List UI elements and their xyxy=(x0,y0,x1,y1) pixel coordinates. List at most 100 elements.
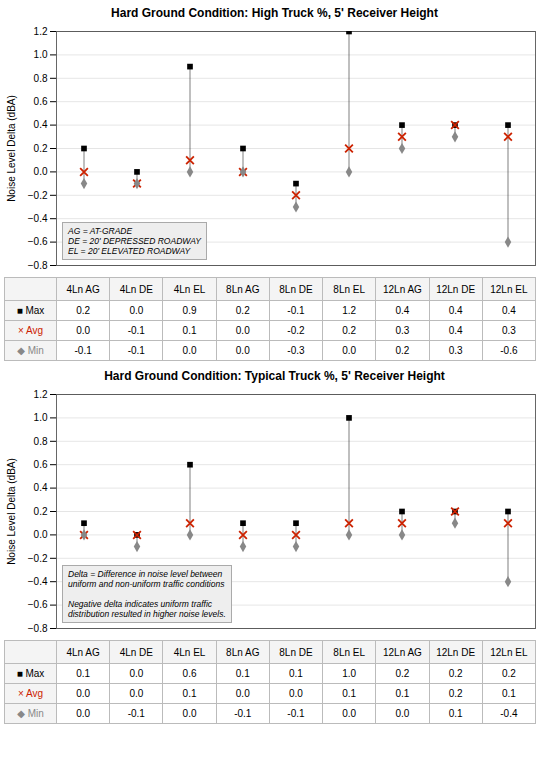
svg-text:0.6: 0.6 xyxy=(34,96,48,107)
html-text:-0.1: -0.1 xyxy=(74,345,92,356)
html-text:AG = AT-GRADE DE = 20' DEPRESS: AG = AT-GRADE DE = 20' DEPRESSED ROADWAY… xyxy=(68,226,201,256)
html-text:-0.1: -0.1 xyxy=(127,345,145,356)
html-text:0.0: 0.0 xyxy=(235,688,250,699)
html-text:0.1: 0.1 xyxy=(235,668,250,679)
svg-text:−0.4: −0.4 xyxy=(28,576,48,587)
svg-text:−0.2: −0.2 xyxy=(28,553,48,564)
html-text:0.2: 0.2 xyxy=(448,688,463,699)
html-text:0.0: 0.0 xyxy=(76,688,91,699)
html-text:-0.1: -0.1 xyxy=(127,708,145,719)
html-text:Hard Ground Condition: High Tr: Hard Ground Condition: High Truck %, 5' … xyxy=(111,6,438,20)
svg-text:0.2: 0.2 xyxy=(34,506,48,517)
html-text:12Ln AG: 12Ln AG xyxy=(383,283,422,295)
html-text:0.1: 0.1 xyxy=(289,668,303,679)
html-text:4Ln AG: 4Ln AG xyxy=(66,283,100,295)
svg-text:0.6: 0.6 xyxy=(34,459,48,470)
html-text:0.4: 0.4 xyxy=(395,305,410,316)
html-text:0.2: 0.2 xyxy=(342,325,357,336)
html-text:0.4: 0.4 xyxy=(501,305,516,316)
html-text:0.2: 0.2 xyxy=(448,668,463,679)
html-text:0.2: 0.2 xyxy=(395,345,410,356)
html-text:0.0: 0.0 xyxy=(129,688,144,699)
html-text:1.2: 1.2 xyxy=(342,305,357,316)
html-text:0.4: 0.4 xyxy=(448,325,463,336)
html-text:0.0: 0.0 xyxy=(182,708,197,719)
svg-text:0.8: 0.8 xyxy=(34,436,48,447)
svg-text:−0.8: −0.8 xyxy=(28,260,48,271)
html-text:0.4: 0.4 xyxy=(448,305,463,316)
svg-text:0.0: 0.0 xyxy=(34,529,48,540)
html-text:8Ln DE: 8Ln DE xyxy=(279,646,313,658)
html-text:◆ Min: ◆ Min xyxy=(17,708,44,719)
html-text:0.0: 0.0 xyxy=(76,325,91,336)
svg-text:0.4: 0.4 xyxy=(34,119,48,130)
svg-text:0.8: 0.8 xyxy=(34,73,48,84)
html-text:12Ln DE: 12Ln DE xyxy=(436,646,476,658)
html-text:12Ln EL: 12Ln EL xyxy=(490,646,528,658)
html-text:12Ln EL: 12Ln EL xyxy=(490,283,528,295)
svg-text:0.2: 0.2 xyxy=(34,143,48,154)
html-text:12Ln AG: 12Ln AG xyxy=(383,646,422,658)
html-text:0.3: 0.3 xyxy=(395,325,410,336)
html-text:Delta = Difference in noise le: Delta = Difference in noise level betwee… xyxy=(68,569,226,619)
html-text:0.9: 0.9 xyxy=(182,305,197,316)
html-text:0.6: 0.6 xyxy=(182,668,197,679)
html-text:0.3: 0.3 xyxy=(501,325,516,336)
html-text:■ Max: ■ Max xyxy=(16,668,45,679)
html-text:0.1: 0.1 xyxy=(342,688,357,699)
html-text:4Ln DE: 4Ln DE xyxy=(119,646,153,658)
html-text:◆ Min: ◆ Min xyxy=(17,345,44,356)
html-text:4Ln DE: 4Ln DE xyxy=(119,283,153,295)
html-text:-0.2: -0.2 xyxy=(287,325,305,336)
html-text:-0.3: -0.3 xyxy=(287,345,305,356)
html-text:-0.1: -0.1 xyxy=(287,305,305,316)
svg-text:−0.6: −0.6 xyxy=(28,236,48,247)
html-text:8Ln AG: 8Ln AG xyxy=(226,283,260,295)
html-text:0.1: 0.1 xyxy=(182,688,197,699)
svg-text:1.0: 1.0 xyxy=(34,49,48,60)
html-text:0.1: 0.1 xyxy=(182,325,197,336)
html-text:0.0: 0.0 xyxy=(182,345,197,356)
html-text:8Ln EL: 8Ln EL xyxy=(333,646,365,658)
html-text:0.0: 0.0 xyxy=(235,325,250,336)
svg-text:1.2: 1.2 xyxy=(34,26,48,37)
html-text:■ Max: ■ Max xyxy=(16,305,45,316)
svg-text:−0.4: −0.4 xyxy=(28,213,48,224)
svg-text:1.0: 1.0 xyxy=(34,412,48,423)
html-text:8Ln EL: 8Ln EL xyxy=(333,283,365,295)
html-text:0.1: 0.1 xyxy=(76,668,91,679)
html-text:0.3: 0.3 xyxy=(448,345,463,356)
html-text:4Ln AG: 4Ln AG xyxy=(66,646,100,658)
svg-text:−0.6: −0.6 xyxy=(28,599,48,610)
svg-text:Noise Level Delta (dBA): Noise Level Delta (dBA) xyxy=(6,458,17,565)
html-text:0.0: 0.0 xyxy=(129,668,144,679)
html-text:-0.1: -0.1 xyxy=(127,325,145,336)
html-text:× Avg: × Avg xyxy=(17,688,44,699)
html-text:0.2: 0.2 xyxy=(501,668,516,679)
html-text:-0.6: -0.6 xyxy=(500,345,518,356)
html-text:1.0: 1.0 xyxy=(342,668,357,679)
html-text:4Ln EL: 4Ln EL xyxy=(173,646,206,658)
html-text:0.0: 0.0 xyxy=(129,305,144,316)
html-text:0.2: 0.2 xyxy=(395,668,410,679)
svg-text:1.2: 1.2 xyxy=(34,389,48,400)
html-text:0.0: 0.0 xyxy=(76,708,91,719)
html-text:0.0: 0.0 xyxy=(235,345,250,356)
html-text:0.0: 0.0 xyxy=(289,688,303,699)
html-text:0.2: 0.2 xyxy=(76,305,91,316)
html-text:4Ln EL: 4Ln EL xyxy=(173,283,206,295)
svg-text:−0.2: −0.2 xyxy=(28,190,48,201)
html-text:12Ln DE: 12Ln DE xyxy=(436,283,476,295)
html-text:0.0: 0.0 xyxy=(342,345,357,356)
html-text:0.1: 0.1 xyxy=(395,688,410,699)
svg-text:0.4: 0.4 xyxy=(34,482,48,493)
html-text:Hard Ground Condition: Typical: Hard Ground Condition: Typical Truck %, … xyxy=(104,369,445,383)
html-text:8Ln DE: 8Ln DE xyxy=(279,283,313,295)
html-text:0.1: 0.1 xyxy=(501,688,516,699)
svg-text:Noise Level Delta (dBA): Noise Level Delta (dBA) xyxy=(6,95,17,202)
html-text:8Ln AG: 8Ln AG xyxy=(226,646,260,658)
html-text:× Avg: × Avg xyxy=(17,325,44,336)
svg-text:0.0: 0.0 xyxy=(34,166,48,177)
html-text:0.2: 0.2 xyxy=(235,305,250,316)
svg-text:−0.8: −0.8 xyxy=(28,623,48,634)
